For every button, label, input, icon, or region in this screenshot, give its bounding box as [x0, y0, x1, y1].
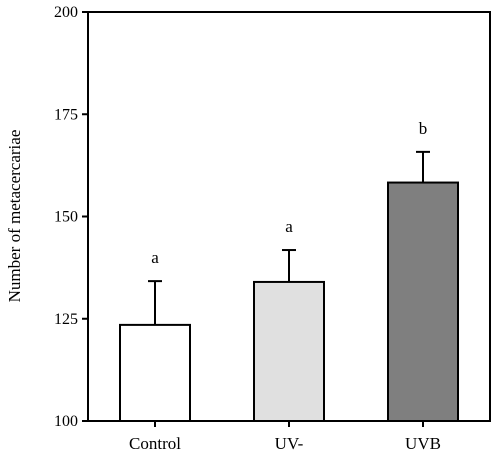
bar — [119, 323, 191, 423]
x-tick-label: UVB — [405, 434, 441, 453]
y-tick-label: 150 — [54, 209, 78, 226]
significance-label: b — [419, 119, 428, 138]
y-tick-label: 100 — [54, 413, 78, 430]
y-tick-label: 125 — [54, 311, 78, 328]
y-tick-label: 175 — [54, 106, 78, 123]
x-tick-label: Control — [129, 434, 181, 453]
bar — [387, 181, 459, 422]
x-tick-label: UV- — [275, 434, 304, 453]
significance-label: a — [151, 248, 159, 267]
y-axis-label: Number of metacercariae — [5, 130, 24, 303]
plot-area: 100 125 150 175 200 a Control a UV-b UVB — [54, 4, 491, 453]
bar — [253, 280, 325, 422]
significance-label: a — [285, 217, 293, 236]
y-tick-label: 200 — [54, 4, 78, 21]
